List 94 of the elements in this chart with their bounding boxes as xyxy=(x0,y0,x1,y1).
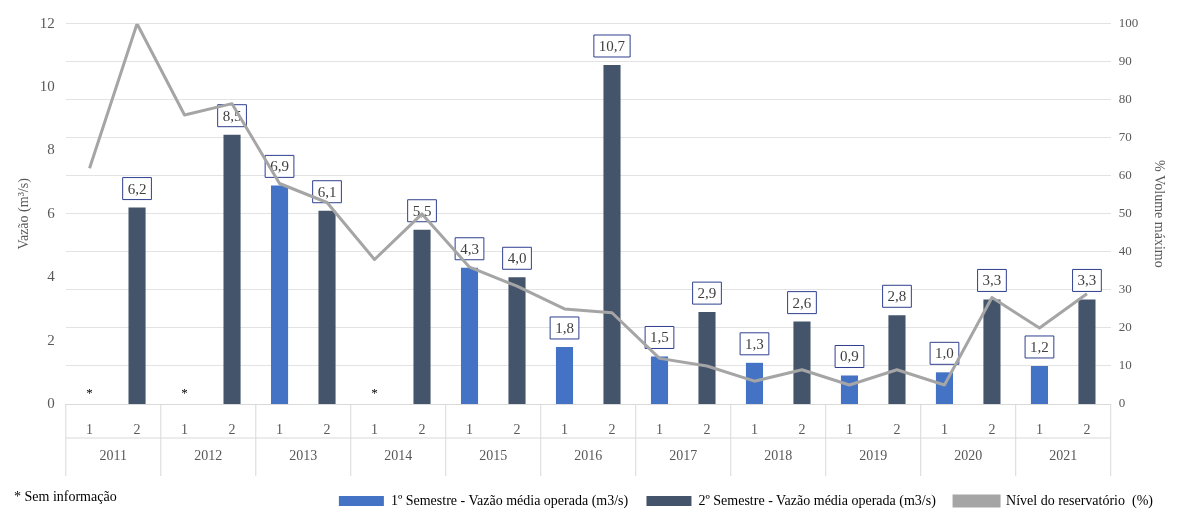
x-tick-label: 1 xyxy=(655,422,663,438)
x-tick-label: 2 xyxy=(608,422,616,438)
bar xyxy=(983,299,1001,404)
bar xyxy=(223,134,241,404)
y-tick-label: 4 xyxy=(47,268,56,285)
data-label: 1,8 xyxy=(555,319,574,336)
annotation: * xyxy=(371,385,378,401)
data-label: 4,0 xyxy=(507,250,527,267)
bar xyxy=(1078,299,1096,404)
y-tick-label: 0 xyxy=(47,394,55,411)
x-tick-label: 2 xyxy=(133,422,141,438)
y2-axis-title: % Volume máximo xyxy=(1151,160,1167,268)
text: 2014 xyxy=(384,447,413,463)
data-label: 0,9 xyxy=(840,348,859,365)
data-label: 3,3 xyxy=(982,272,1002,289)
x-tick-label: 2 xyxy=(798,422,806,438)
x-tick-label: 1 xyxy=(561,422,568,438)
legend-label: Nível do reservatório (%) xyxy=(1006,492,1154,509)
data-label: 2,8 xyxy=(887,288,907,305)
x-tick-label: 2 xyxy=(418,422,426,438)
bar xyxy=(555,346,574,404)
y2-tick-label: 90 xyxy=(1118,53,1132,69)
x-tick-label: 2 xyxy=(988,422,996,438)
data-label: 1,2 xyxy=(1030,338,1049,355)
text: 2017 xyxy=(669,447,698,463)
text: 2013 xyxy=(289,447,318,463)
data-label: 4,3 xyxy=(460,240,479,257)
x-tick-label: 2 xyxy=(893,422,901,438)
bar xyxy=(270,185,289,404)
x-tick-label: 1 xyxy=(1035,422,1043,438)
x-tick-label: 1 xyxy=(86,422,94,438)
data-label: 2,9 xyxy=(697,285,717,302)
y2-tick-label: 30 xyxy=(1118,281,1132,297)
y2-tick-label: 70 xyxy=(1118,129,1132,145)
annotation: * xyxy=(86,385,93,401)
y-tick-label: 12 xyxy=(39,14,55,31)
data-label: 6,1 xyxy=(317,183,337,200)
x-tick-label: 2 xyxy=(513,422,521,438)
y-tick-label: 8 xyxy=(47,141,55,158)
x-tick-label: 1 xyxy=(371,422,379,438)
x-tick-label: 2 xyxy=(228,422,236,438)
y-axis-title: Vazão (m³/s) xyxy=(16,177,33,250)
data-label: 1,5 xyxy=(650,329,669,346)
x-tick-label: 1 xyxy=(276,422,284,438)
text: 2018 xyxy=(764,447,793,463)
data-label: 6,9 xyxy=(270,158,289,175)
text: 2021 xyxy=(1049,447,1078,463)
bar xyxy=(745,362,764,404)
text: 2015 xyxy=(479,447,508,463)
x-tick-label: 1 xyxy=(466,422,474,438)
bar xyxy=(698,312,716,404)
bar xyxy=(650,356,669,404)
y2-tick-label: 20 xyxy=(1118,319,1132,335)
data-label: 2,6 xyxy=(792,294,812,311)
data-label: 1,0 xyxy=(935,345,954,362)
data-label: 3,3 xyxy=(1077,272,1097,289)
text: 2020 xyxy=(954,447,983,463)
bar xyxy=(603,64,621,404)
bar xyxy=(508,277,526,404)
x-tick-label: 1 xyxy=(940,422,948,438)
y2-tick-label: 50 xyxy=(1118,205,1132,221)
text: * Sem informação xyxy=(14,488,117,504)
y2-tick-label: 0 xyxy=(1118,395,1126,411)
x-tick-label: 1 xyxy=(750,422,758,438)
y-tick-label: 6 xyxy=(47,204,56,221)
bar xyxy=(318,210,336,404)
data-label: 10,7 xyxy=(598,37,626,54)
bar xyxy=(1030,365,1049,404)
bar xyxy=(460,267,479,404)
annotation: * xyxy=(181,385,188,401)
x-tick-label: 1 xyxy=(845,422,853,438)
data-label: 6,2 xyxy=(127,180,147,197)
y2-tick-label: 10 xyxy=(1118,357,1132,373)
bar xyxy=(793,321,811,404)
text: 2012 xyxy=(194,447,223,463)
text: 2016 xyxy=(574,447,603,463)
bar xyxy=(128,207,146,404)
y-tick-label: 2 xyxy=(47,331,55,348)
legend-label: 1º Semestre - Vazão média operada (m3/s) xyxy=(390,492,629,509)
x-tick-label: 2 xyxy=(703,422,711,438)
x-tick-label: 2 xyxy=(1083,422,1091,438)
text: 2011 xyxy=(99,447,128,463)
data-label: 1,3 xyxy=(745,335,764,352)
y2-tick-label: 40 xyxy=(1118,243,1132,259)
y2-tick-label: 60 xyxy=(1118,167,1132,183)
y2-tick-label: 80 xyxy=(1118,91,1132,107)
x-tick-label: 2 xyxy=(323,422,331,438)
bar xyxy=(888,315,906,404)
y2-tick-label: 100 xyxy=(1118,15,1139,31)
y-tick-label: 10 xyxy=(39,78,55,95)
x-tick-label: 1 xyxy=(181,422,189,438)
text: 2019 xyxy=(859,447,888,463)
bar xyxy=(413,229,431,404)
legend-label: 2º Semestre - Vazão média operada (m3/s) xyxy=(698,492,937,509)
